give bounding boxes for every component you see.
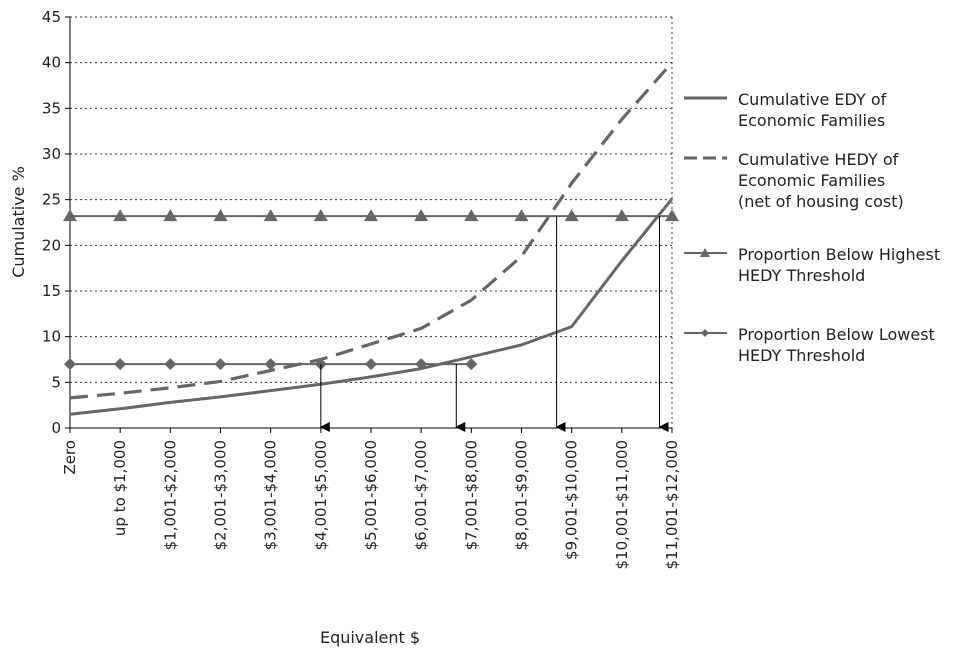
x-axis-title: Equivalent $ xyxy=(320,628,420,647)
y-tick-label: 40 xyxy=(42,54,61,72)
diamond-marker xyxy=(214,358,227,371)
triangle-marker xyxy=(614,209,629,222)
x-tick-label: $7,001-$8,000 xyxy=(462,440,480,550)
y-tick-label: 0 xyxy=(51,419,61,437)
legend-item-1: Cumulative EDY of Economic Families xyxy=(684,90,887,130)
x-tick-label: Zero xyxy=(61,440,79,475)
triangle-marker xyxy=(113,209,128,222)
y-tick-label: 25 xyxy=(42,191,61,209)
x-tick-label: up to $1,000 xyxy=(111,440,129,536)
legend-item-4: Proportion Below Lowest HEDY Threshold xyxy=(684,325,935,365)
triangle-marker xyxy=(464,209,479,222)
triangle-marker xyxy=(364,209,378,222)
triangle-marker xyxy=(514,209,529,222)
x-tick-label: $9,001-$10,000 xyxy=(563,440,581,560)
diamond-marker xyxy=(264,358,277,371)
x-tick-label: $1,001-$2,000 xyxy=(161,440,179,550)
y-tick-label: 20 xyxy=(42,236,61,254)
x-tick-label: $11,001-$12,000 xyxy=(663,440,681,569)
triangle-marker xyxy=(665,209,679,222)
y-axis-title: Cumulative % xyxy=(9,166,28,278)
annotations xyxy=(319,216,669,432)
legend-label: HEDY Threshold xyxy=(738,346,865,365)
triangle-marker xyxy=(414,209,429,222)
legend-label: HEDY Threshold xyxy=(738,266,865,285)
triangle-marker xyxy=(213,209,228,222)
y-tick-label: 10 xyxy=(42,328,61,346)
triangle-marker xyxy=(313,209,328,222)
triangle-marker xyxy=(263,209,278,222)
legend-diamond-marker xyxy=(701,329,709,337)
y-tick-label: 15 xyxy=(42,282,61,300)
x-tick-label: $8,001-$9,000 xyxy=(513,440,531,550)
x-tick-label: $10,001-$11,000 xyxy=(613,440,631,569)
diamond-marker xyxy=(114,358,127,371)
legend-label: Cumulative HEDY of xyxy=(738,150,899,169)
triangle-marker xyxy=(564,209,579,222)
series-group xyxy=(63,61,679,416)
series-line-2 xyxy=(69,61,674,400)
x-tick-label: $6,001-$7,000 xyxy=(412,440,430,550)
diamond-marker xyxy=(64,358,76,371)
x-tick-label: $4,001-$5,000 xyxy=(312,440,330,550)
legend-label: Economic Families xyxy=(738,171,885,190)
axes: 0 5 10 15 20 25 30 35 40 45 Zero up to $1,000 $1,001… xyxy=(42,8,681,569)
x-tick-label: $3,001-$4,000 xyxy=(262,440,280,550)
diamond-marker xyxy=(164,358,177,371)
y-tick-label: 5 xyxy=(51,373,61,391)
diamond-marker xyxy=(415,358,428,371)
y-tick-label: 30 xyxy=(42,145,61,163)
legend-label: (net of housing cost) xyxy=(738,192,904,211)
diamond-marker xyxy=(365,358,377,371)
grid xyxy=(70,16,673,428)
y-tick-label: 35 xyxy=(42,99,61,117)
diamond-marker xyxy=(465,358,478,371)
legend-label: Proportion Below Highest xyxy=(738,245,940,264)
triangle-marker xyxy=(63,209,77,222)
x-tick-label: $5,001-$6,000 xyxy=(362,440,380,550)
x-tick-label: $2,001-$3,000 xyxy=(212,440,230,550)
legend-label: Cumulative EDY of xyxy=(738,90,887,109)
y-tick-label: 45 xyxy=(42,8,61,26)
legend-label: Economic Families xyxy=(738,111,885,130)
series-line-1 xyxy=(69,197,674,416)
legend-item-2: Cumulative HEDY of Economic Families (net … xyxy=(684,150,904,211)
legend-item-3: Proportion Below Highest HEDY Threshold xyxy=(684,245,940,285)
legend-triangle-marker xyxy=(700,248,710,257)
legend-label: Proportion Below Lowest xyxy=(738,325,935,344)
triangle-marker xyxy=(163,209,178,222)
